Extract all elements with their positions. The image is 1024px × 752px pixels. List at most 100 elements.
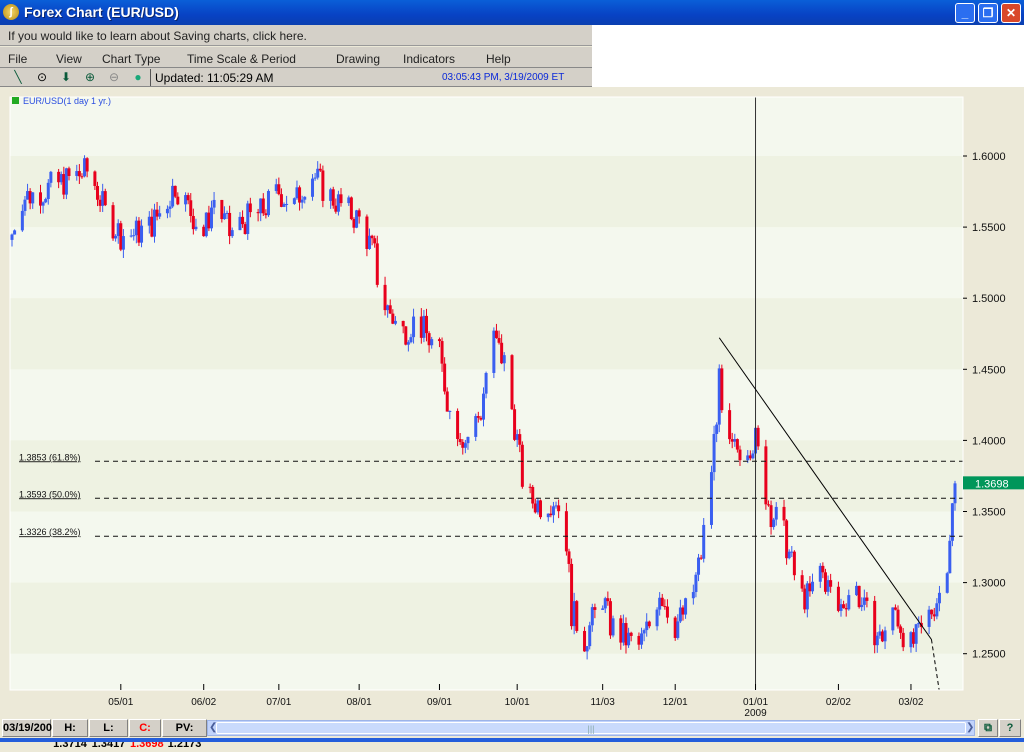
menu-drawing[interactable]: Drawing (336, 52, 381, 66)
scroll-left-arrow[interactable]: ❮ (209, 722, 218, 733)
candle-body (935, 603, 939, 617)
chart-area[interactable]: 1.3853 (61.8%) 1.3593 (50.0%) 1.3326 (38.2… (0, 87, 1024, 718)
close-button[interactable]: ✕ (1001, 3, 1021, 23)
candle-body (684, 598, 688, 615)
candle-body (10, 234, 14, 240)
candle-body (365, 216, 369, 249)
y-tick-label: 1.2500 (972, 649, 1006, 661)
updated-time: Updated: 11:05:29 AM (155, 71, 274, 85)
candle-body (313, 177, 317, 179)
zoom-in-icon[interactable]: ⊕ (84, 70, 96, 84)
candle-body (862, 597, 866, 605)
candle-body (349, 197, 353, 220)
down-arrow-icon[interactable]: ⬇ (60, 70, 72, 84)
candle-body (292, 198, 296, 204)
draw-line-icon[interactable]: ╲ (14, 70, 22, 84)
candle-body (264, 213, 268, 216)
candle-body (20, 210, 24, 231)
candle-body (300, 199, 304, 203)
candle-body (440, 341, 444, 364)
fib-level-label: 1.3853 (61.8%) (19, 452, 81, 462)
candle-body (637, 635, 641, 645)
help-icon[interactable]: ? (999, 719, 1021, 737)
status-bar: 03/19/2009 H: 1.3714 L: 1.3417 C: 1.3698… (0, 718, 1024, 750)
candle-body (75, 171, 79, 176)
candle-body (803, 588, 807, 610)
candle-body (588, 625, 592, 647)
menu-indicators[interactable]: Indicators (403, 52, 456, 66)
candle-body (256, 212, 260, 214)
menu-help[interactable]: Help (486, 52, 511, 66)
candle-body (603, 598, 607, 609)
price-chart[interactable]: 1.3853 (61.8%) 1.3593 (50.0%) 1.3326 (38.2… (0, 87, 1024, 718)
menu-view[interactable]: View (56, 52, 82, 66)
menu-time-scale[interactable]: Time Scale & Period (187, 52, 296, 66)
candle-body (717, 368, 721, 425)
minimize-button[interactable]: _ (955, 3, 975, 23)
maximize-button[interactable]: ❐ (978, 3, 998, 23)
y-tick-label: 1.3000 (972, 578, 1006, 590)
candle-body (476, 416, 480, 418)
candle-body (311, 178, 315, 197)
candle-body (531, 486, 535, 504)
candle-body (295, 187, 299, 199)
y-axis-panel (963, 87, 1024, 718)
candle-body (821, 565, 825, 573)
x-tick-label: 05/01 (108, 697, 133, 708)
candle-body (93, 171, 97, 186)
window-toggle-icon[interactable]: ⧉ (978, 719, 998, 737)
candle-body (847, 595, 851, 610)
saving-charts-link[interactable]: If you would like to learn about Saving … (0, 25, 592, 46)
candle-body (77, 171, 81, 177)
candle-body (334, 205, 338, 212)
time-scrollbar[interactable]: ❮ ||| ❯ (207, 720, 975, 736)
candle-body (860, 604, 864, 608)
candle-body (347, 197, 351, 204)
candle-body (339, 194, 343, 204)
candle-body (28, 191, 32, 204)
candle-body (660, 597, 664, 607)
candle-body (155, 209, 159, 217)
candle-body (479, 417, 483, 420)
candle-body (500, 342, 504, 364)
menu-file[interactable]: File (8, 52, 28, 66)
candle-body (331, 189, 335, 206)
candle-body (419, 316, 423, 338)
candle-body (564, 511, 568, 552)
scroll-right-arrow[interactable]: ❯ (966, 722, 975, 733)
candle-body (769, 505, 773, 528)
candle-body (875, 635, 879, 646)
candle-body (228, 212, 232, 237)
candle-body (855, 585, 859, 596)
candle-body (368, 235, 372, 249)
candle-body (147, 216, 151, 226)
candle-body (720, 368, 724, 411)
candle-body (901, 632, 905, 648)
crosshair-icon[interactable]: ⊙ (36, 70, 48, 84)
candle-body (715, 424, 719, 434)
zoom-out-icon[interactable]: ⊖ (108, 70, 120, 84)
toolbar-divider (150, 69, 151, 86)
candle-body (699, 557, 703, 559)
candle-body (412, 316, 416, 338)
candle-body (336, 194, 340, 212)
candle-body (583, 630, 587, 652)
candle-body (158, 213, 162, 217)
candle-body (891, 607, 895, 631)
candle-body (388, 305, 392, 314)
candle-body (533, 503, 537, 513)
candle-body (836, 586, 840, 611)
candle-body (953, 483, 957, 504)
x-tick-label: 11/03 (591, 697, 616, 708)
candle-body (593, 607, 597, 610)
y-tick-label: 1.4000 (972, 435, 1006, 447)
menu-chart-type[interactable]: Chart Type (102, 52, 161, 66)
candle-body (663, 606, 667, 608)
scrollbar-thumb[interactable]: ||| (216, 722, 966, 734)
candle-body (80, 176, 84, 178)
candle-body (818, 565, 822, 582)
candle-body (152, 209, 156, 237)
candle-body (702, 524, 706, 559)
candle-body (730, 439, 734, 442)
candle-body (303, 196, 307, 200)
